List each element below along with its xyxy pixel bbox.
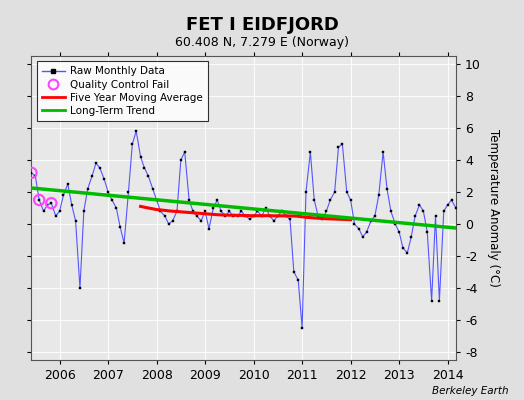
Y-axis label: Temperature Anomaly (°C): Temperature Anomaly (°C) (487, 129, 500, 287)
Point (27, 170, 36, 176)
Legend: Raw Monthly Data, Quality Control Fail, Five Year Moving Average, Long-Term Tren: Raw Monthly Data, Quality Control Fail, … (37, 61, 208, 121)
Text: Berkeley Earth: Berkeley Earth (432, 386, 508, 396)
Point (47, 200, 56, 206)
Text: FET I EIDFJORD: FET I EIDFJORD (185, 16, 339, 34)
Text: 60.408 N, 7.279 E (Norway): 60.408 N, 7.279 E (Norway) (175, 36, 349, 49)
Point (35, 197, 43, 203)
